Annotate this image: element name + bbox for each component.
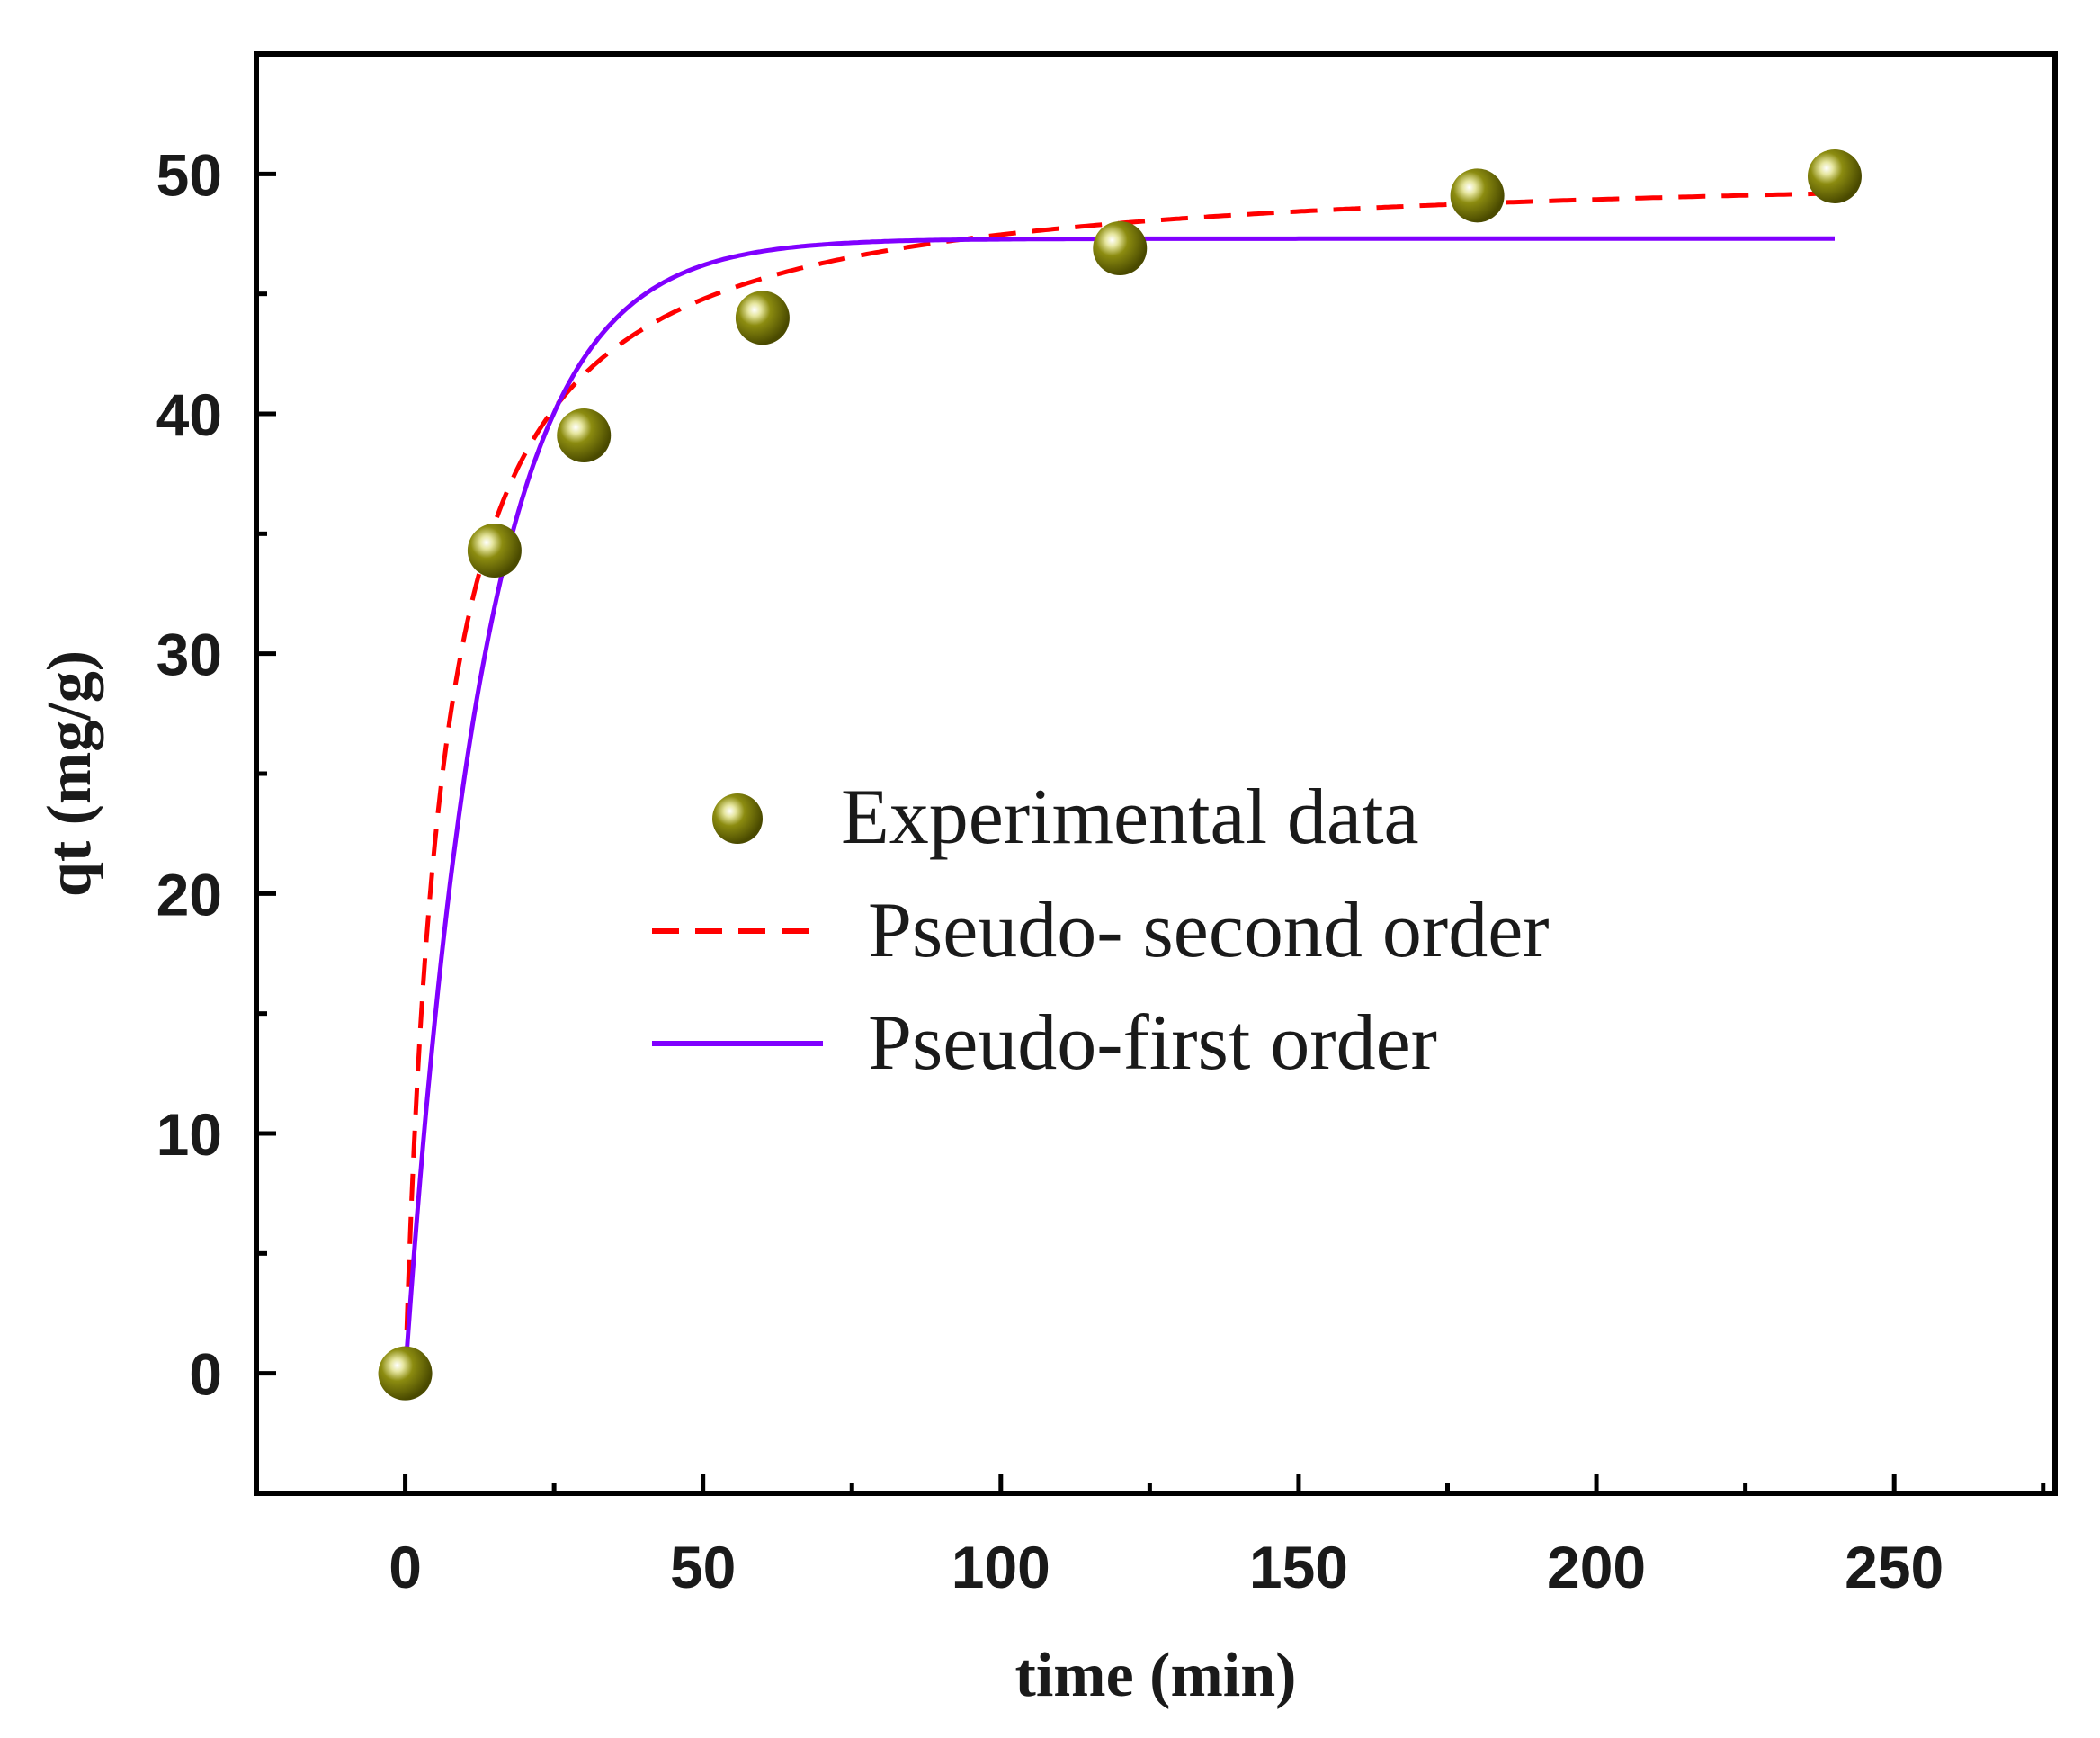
experimental-data-point [467, 524, 522, 578]
experimental-data-point [557, 408, 612, 462]
y-axis-title: qt (mg/g) [35, 650, 104, 897]
legend-label-pseudo-first-order: Pseudo-first order [868, 999, 1437, 1087]
x-axis-tick-labels: 0 50 100 150 200 250 [389, 1534, 1944, 1600]
legend-label-pseudo-second-order: Pseudo- second order [868, 887, 1550, 974]
x-tick-label: 250 [1845, 1534, 1944, 1600]
x-tick-label: 150 [1249, 1534, 1348, 1600]
x-tick-label: 100 [952, 1534, 1050, 1600]
experimental-points [378, 149, 1862, 1401]
y-axis-tick-labels: 0 10 20 30 40 50 [156, 141, 222, 1407]
experimental-data-point [1093, 221, 1148, 275]
y-tick-label: 20 [156, 861, 222, 927]
x-tick-label: 200 [1547, 1534, 1646, 1600]
legend-label-experimental: Experimental data [841, 774, 1419, 861]
experimental-data-point [1807, 149, 1862, 203]
legend: Experimental data Pseudo- second order P… [652, 774, 1550, 1087]
experimental-data-point [1450, 168, 1505, 223]
x-tick-label: 0 [389, 1534, 422, 1600]
experimental-data-point [378, 1346, 433, 1401]
y-tick-label: 0 [189, 1341, 222, 1408]
x-tick-label: 50 [670, 1534, 736, 1600]
y-axis-ticks [256, 51, 276, 1496]
x-axis-ticks [254, 1474, 2046, 1493]
y-tick-label: 30 [156, 622, 222, 688]
legend-marker-experimental [712, 793, 763, 844]
y-tick-label: 50 [156, 141, 222, 208]
y-tick-label: 40 [156, 381, 222, 448]
experimental-data-point [735, 291, 790, 345]
y-tick-label: 10 [156, 1101, 222, 1168]
x-axis-title: time (min) [1015, 1641, 1297, 1710]
